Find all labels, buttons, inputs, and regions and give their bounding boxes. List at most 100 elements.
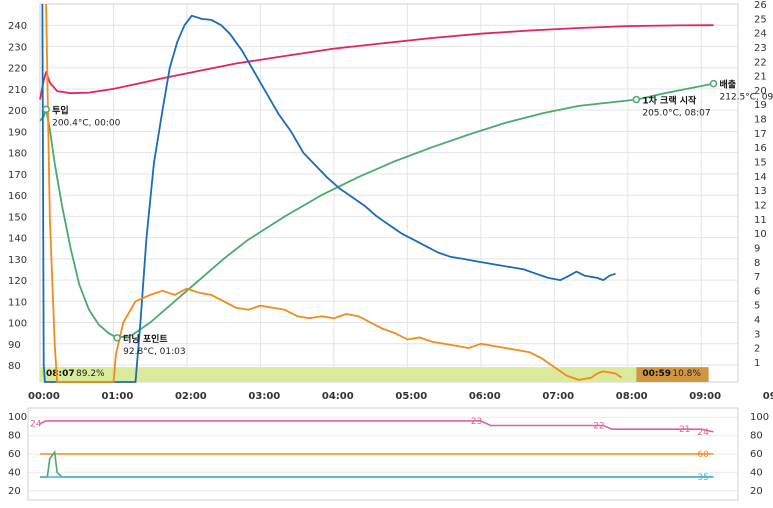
annotation-marker [709,79,718,88]
bottom-axes: 20 20 40 40 60 60 80 80 100 100 [8,412,769,497]
y-left-tick-label: 140 [8,234,27,245]
x-tick-label: 07:00 [542,391,574,402]
bottom-series-value-label: 35 [697,473,708,483]
x-tick-label: 09:30 [763,391,773,402]
y-left-tick-label: 150 [8,212,27,223]
y-right-tick-label: 2 [754,344,760,355]
y-left-tick-label: 80 [8,361,21,372]
y-left-tick-label: 210 [8,85,27,96]
y-right-tick-label: 17 [754,129,767,140]
phase-time-label: 00:59 [642,369,671,379]
phase-bar [40,367,637,382]
annotation-marker [632,95,641,104]
y-left-tick-label: 190 [8,127,27,138]
phase-time-label: 08:07 [46,369,75,379]
bottom-y-right-tick-label: 80 [750,431,763,442]
y-right-tick-label: 3 [754,329,760,340]
y-right-tick-label: 14 [754,172,767,183]
series-line [39,24,714,100]
x-tick-label: 08:00 [616,391,648,402]
bottom-grid [27,407,739,501]
y-right-tick-label: 6 [754,286,760,297]
annotation-subtitle: 205.0°C, 08:07 [642,109,710,119]
y-right-tick-label: 7 [754,272,760,283]
phase-percent-label: 10.8% [672,369,701,379]
y-right-tick-label: 16 [754,143,767,154]
bottom-series-line [39,420,714,433]
y-right-tick-label: 18 [754,115,767,126]
bottom-y-left-tick-label: 20 [8,486,21,497]
x-tick-label: 09:00 [689,391,721,402]
y-right-tick-label: 5 [754,301,760,312]
main-axes: 8090100110120130140150160170180190200210… [8,0,773,402]
main-annotations: 투입 200.4°C, 00:00 터닝 포인트 92.8°C, 01:03 1차 크랙… [42,79,773,357]
x-tick-label: 01:00 [101,391,133,402]
y-left-tick-label: 220 [8,64,27,75]
phase-percent-label: 89.2% [76,369,105,379]
annotation-subtitle: 200.4°C, 00:00 [52,118,120,128]
x-tick-label: 06:00 [469,391,501,402]
y-left-tick-label: 160 [8,191,27,202]
phase-bar [636,367,709,382]
y-left-tick-label: 170 [8,170,27,181]
bottom-series-value-label: 22 [593,421,604,431]
phase-bars: 08:07 89.2% 00:59 10.8% [40,367,709,382]
bottom-y-left-tick-label: 100 [8,412,27,423]
y-left-tick-label: 120 [8,276,27,287]
y-right-tick-label: 22 [754,57,767,68]
bottom-series-value-label: 24 [30,420,42,430]
bottom-series-value-label: 60 [697,450,709,460]
y-right-tick-label: 12 [754,200,767,211]
y-left-tick-label: 230 [8,42,27,53]
y-right-tick-label: 8 [754,258,760,269]
y-left-tick-label: 130 [8,255,27,266]
bottom-y-left-tick-label: 40 [8,467,21,478]
y-right-tick-label: 11 [754,215,767,226]
annotation-subtitle: 212.5°C, 09:0 [720,93,773,103]
x-tick-label: 05:00 [395,391,427,402]
bottom-y-right-tick-label: 40 [750,467,763,478]
y-right-tick-label: 26 [754,0,767,11]
annotation-marker [42,105,50,114]
bottom-y-left-tick-label: 60 [8,449,21,460]
x-tick-label: 00:00 [28,391,60,402]
annotation-title: 투입 [52,104,69,116]
y-right-tick-label: 9 [754,243,760,254]
annotation-title: 배출 [720,79,737,91]
bottom-series: 24 23 22 21 24 60 35 [30,417,714,483]
x-tick-label: 02:00 [175,391,207,402]
bottom-series-value-label: 23 [471,417,482,427]
y-left-tick-label: 100 [8,319,27,330]
bottom-y-right-tick-label: 60 [750,449,763,460]
main-series [39,3,714,383]
y-right-tick-label: 4 [754,315,760,326]
bottom-frame [27,407,739,501]
y-left-tick-label: 180 [8,149,27,160]
annotation-subtitle: 92.8°C, 01:03 [123,347,185,357]
bottom-y-right-tick-label: 100 [750,412,769,423]
bottom-series-value-label: 24 [697,428,709,438]
annotation-marker [113,334,121,342]
series-line [41,3,616,383]
y-right-tick-label: 19 [754,100,767,111]
y-right-tick-label: 10 [754,229,767,240]
y-left-tick-label: 90 [8,340,21,351]
bottom-y-right-tick-label: 20 [750,486,763,497]
y-right-tick-label: 20 [754,86,767,97]
y-right-tick-label: 21 [754,72,767,83]
y-right-tick-label: 1 [754,358,760,369]
y-left-tick-label: 200 [8,106,27,117]
y-right-tick-label: 15 [754,158,767,169]
series-line [45,3,623,383]
y-right-tick-label: 23 [754,43,767,54]
y-left-tick-label: 110 [8,297,27,308]
x-tick-label: 03:00 [248,391,280,402]
bottom-y-left-tick-label: 80 [8,431,21,442]
annotation-title: 1차 크랙 시작 [642,95,697,107]
y-left-tick-label: 240 [8,21,27,32]
y-right-tick-label: 25 [754,14,767,25]
bottom-series-line [40,450,714,478]
x-tick-label: 04:00 [322,391,354,402]
y-right-tick-label: 24 [754,29,767,40]
